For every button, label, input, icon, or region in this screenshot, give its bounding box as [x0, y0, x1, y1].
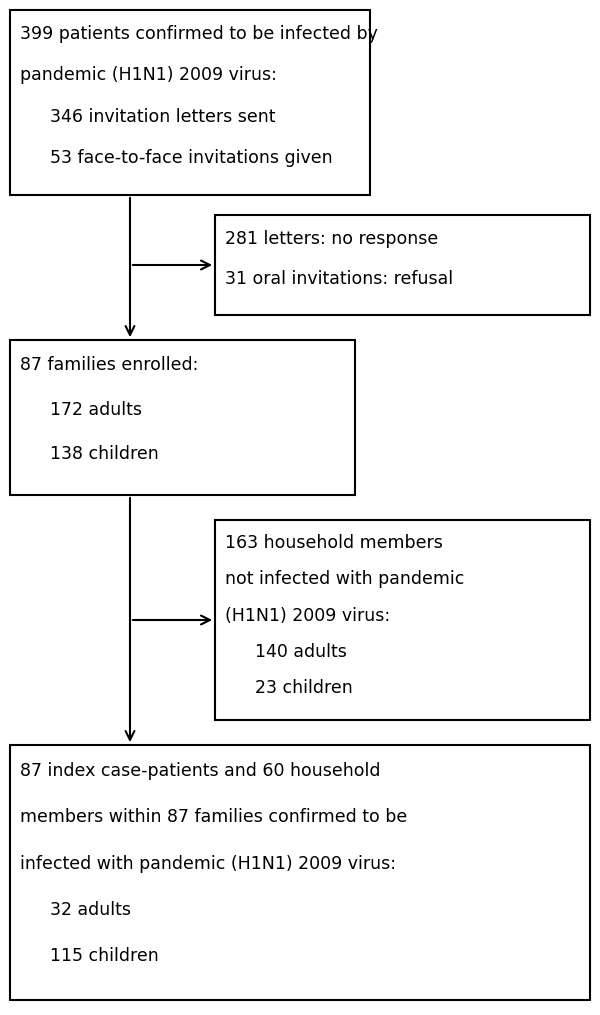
Text: 53 face-to-face invitations given: 53 face-to-face invitations given — [50, 148, 332, 166]
Text: 172 adults: 172 adults — [50, 401, 142, 418]
Text: 23 children: 23 children — [255, 679, 353, 697]
Text: 87 index case-patients and 60 household: 87 index case-patients and 60 household — [20, 762, 380, 780]
Text: 115 children: 115 children — [50, 947, 159, 965]
Text: (H1N1) 2009 virus:: (H1N1) 2009 virus: — [225, 607, 390, 624]
Bar — [215, 520, 590, 720]
Text: members within 87 families confirmed to be: members within 87 families confirmed to … — [20, 808, 407, 826]
Text: 346 invitation letters sent: 346 invitation letters sent — [50, 108, 275, 126]
Text: 163 household members: 163 household members — [225, 534, 443, 552]
Bar — [10, 10, 370, 195]
Bar — [10, 340, 355, 495]
Text: 32 adults: 32 adults — [50, 901, 131, 919]
Text: 138 children: 138 children — [50, 445, 159, 463]
Text: not infected with pandemic: not infected with pandemic — [225, 570, 464, 589]
Bar — [10, 745, 590, 1000]
Text: infected with pandemic (H1N1) 2009 virus:: infected with pandemic (H1N1) 2009 virus… — [20, 855, 396, 873]
Text: 281 letters: no response: 281 letters: no response — [225, 230, 438, 248]
Text: 399 patients confirmed to be infected by: 399 patients confirmed to be infected by — [20, 25, 378, 44]
Text: 87 families enrolled:: 87 families enrolled: — [20, 356, 199, 375]
Text: 31 oral invitations: refusal: 31 oral invitations: refusal — [225, 270, 453, 288]
Bar — [215, 215, 590, 315]
Text: 140 adults: 140 adults — [255, 642, 347, 661]
Text: pandemic (H1N1) 2009 virus:: pandemic (H1N1) 2009 virus: — [20, 66, 277, 84]
